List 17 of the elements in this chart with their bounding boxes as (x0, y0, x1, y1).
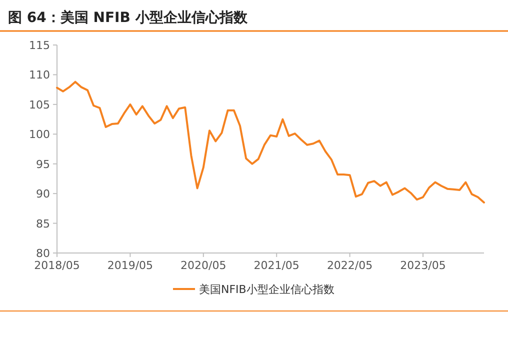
line-series (56, 80, 485, 204)
x-tick-label: 2018/05 (34, 259, 80, 272)
legend-label: 美国NFIB小型企业信心指数 (199, 283, 334, 296)
y-tick-label: 105 (29, 98, 50, 112)
y-tick-label: 90 (36, 188, 50, 201)
y-tick-label: 80 (36, 247, 50, 260)
x-tick-label: 2022/05 (326, 259, 373, 272)
x-tick-label: 2020/05 (180, 259, 226, 272)
y-tick-label: 100 (29, 128, 50, 142)
x-tick-label: 2023/05 (400, 259, 446, 272)
x-tick-label: 2021/05 (254, 259, 300, 272)
y-tick-label: 95 (36, 158, 50, 171)
x-tick-label: 2019/05 (107, 259, 154, 272)
y-tick-label: 115 (29, 39, 50, 52)
y-tick-label: 85 (36, 217, 50, 230)
y-tick-label: 110 (29, 68, 50, 82)
chart-title: 图 64：美国 NFIB 小型企业信心指数 (8, 9, 248, 26)
